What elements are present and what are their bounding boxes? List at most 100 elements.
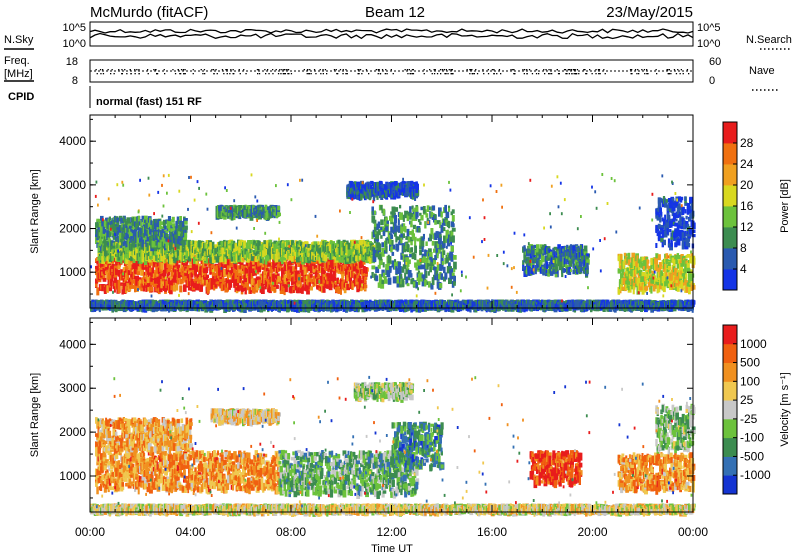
data-cell <box>162 234 166 240</box>
data-cell <box>103 240 106 248</box>
data-cell <box>186 254 190 260</box>
data-cell <box>259 259 264 267</box>
data-cell <box>95 238 98 244</box>
data-cell <box>416 259 421 267</box>
data-cell <box>194 242 197 247</box>
data-cell <box>429 266 432 273</box>
freq-mark <box>564 69 567 71</box>
freq-mark <box>307 69 309 71</box>
data-cell <box>253 271 257 276</box>
data-cell <box>225 250 228 255</box>
data-cell <box>365 182 368 190</box>
data-cell <box>245 260 248 266</box>
data-cell <box>380 235 383 239</box>
nave-mark <box>638 73 640 75</box>
data-cell <box>385 226 389 232</box>
data-cell <box>159 275 162 282</box>
data-cell <box>228 248 231 254</box>
freq-mark <box>147 69 149 71</box>
data-cell <box>250 255 254 261</box>
data-cell <box>263 240 267 245</box>
nave-mark <box>523 73 525 75</box>
data-cell <box>112 217 116 223</box>
freq-mark <box>121 69 123 71</box>
data-cell <box>248 271 252 278</box>
data-cell <box>409 206 412 213</box>
data-cell <box>306 287 310 295</box>
data-cell <box>326 276 329 285</box>
data-cell <box>226 265 230 270</box>
data-cell <box>419 221 422 225</box>
freq-mark <box>556 69 558 71</box>
data-cell <box>351 193 354 201</box>
data-cell <box>353 276 357 285</box>
data-cell <box>128 228 132 237</box>
data-cell <box>274 243 278 249</box>
data-cell <box>421 246 424 253</box>
data-cell <box>323 254 328 262</box>
freq-mark <box>668 69 670 71</box>
freq-mark <box>429 69 431 71</box>
data-cell <box>258 241 261 249</box>
noise-tick-upper-right: 10^5 <box>697 22 721 34</box>
nave-mark <box>100 73 102 75</box>
data-cell <box>113 245 117 251</box>
data-cell <box>193 270 195 276</box>
nave-mark <box>306 73 308 75</box>
data-cell <box>343 256 346 265</box>
data-cell <box>343 249 346 255</box>
nave-mark <box>239 73 241 75</box>
nave-mark <box>102 73 105 75</box>
data-cell <box>287 247 291 253</box>
nave-mark <box>450 73 452 75</box>
data-cell <box>132 232 135 241</box>
freq-mark <box>448 69 450 71</box>
data-cell <box>162 221 166 228</box>
data-cell <box>275 266 279 274</box>
data-cell <box>159 242 163 248</box>
data-cell <box>160 221 164 226</box>
nave-mark <box>336 73 338 75</box>
freq-mark <box>124 69 126 71</box>
data-cell <box>274 270 278 279</box>
data-cell <box>419 237 422 246</box>
data-cell <box>230 206 235 210</box>
data-cell <box>317 285 320 290</box>
data-cell <box>209 256 212 261</box>
data-cell <box>425 241 428 246</box>
data-cell <box>126 235 130 239</box>
data-cell <box>216 281 220 285</box>
data-cell <box>101 220 106 224</box>
data-cell <box>283 264 287 272</box>
data-cell <box>331 263 335 269</box>
nave-mark <box>575 73 577 75</box>
data-cell <box>263 277 266 284</box>
nave-mark <box>688 73 690 75</box>
freq-mark <box>258 69 260 71</box>
data-cell <box>213 245 216 249</box>
nave-mark <box>412 73 415 75</box>
data-cell <box>312 275 315 282</box>
data-cell <box>226 241 229 250</box>
data-cell <box>221 281 226 287</box>
data-cell <box>435 231 439 238</box>
data-cell <box>395 236 398 243</box>
freq-label-line1: Freq. <box>4 55 30 67</box>
data-cell <box>198 285 201 291</box>
data-cell <box>415 282 419 289</box>
data-cell <box>140 234 145 243</box>
data-cell <box>279 280 283 285</box>
data-cell <box>380 219 384 226</box>
data-cell <box>120 238 124 246</box>
data-cell <box>171 260 176 269</box>
noise-tick-upper-left: 10^5 <box>62 22 86 34</box>
data-cell <box>161 276 166 280</box>
data-cell <box>386 265 390 272</box>
data-cell <box>308 282 312 290</box>
nave-mark <box>258 73 261 75</box>
nsearch-label: N.Search <box>746 34 792 46</box>
data-cell <box>134 216 137 224</box>
data-cell <box>367 248 371 252</box>
data-cell <box>400 226 404 234</box>
freq-mark <box>408 69 410 71</box>
